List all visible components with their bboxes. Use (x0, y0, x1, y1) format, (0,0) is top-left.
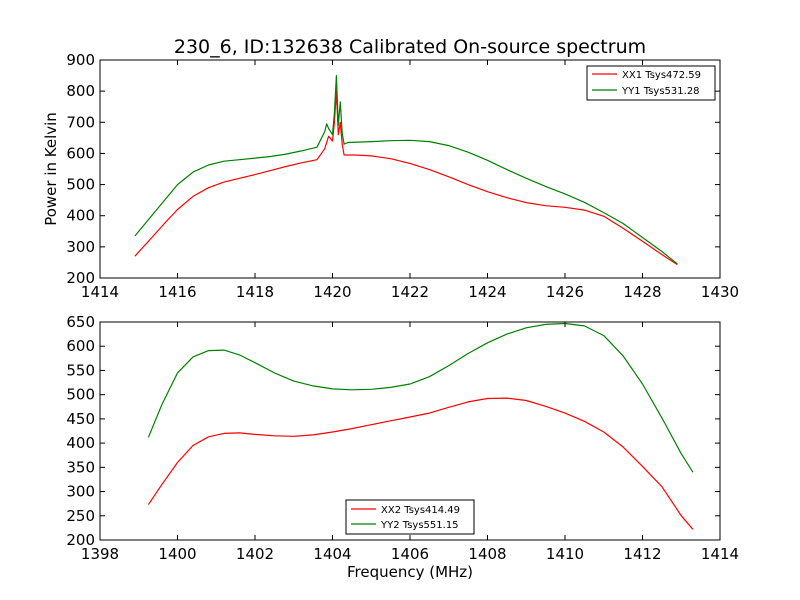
top-tick-labels: 1414 1416 1418 1420 1422 1424 1426 1428 1430 200 3… (66, 51, 739, 301)
x-axis-label: Frequency (MHz) (347, 563, 473, 581)
x-tick-label: 1426 (546, 283, 584, 301)
bottom-tick-labels: 1398 1400 1402 1404 1406 1408 1410 1412 1414 200 2… (66, 313, 739, 563)
figure-title: 230_6, ID:132638 Calibrated On-source sp… (174, 36, 646, 58)
series-line-yy1 (134, 74, 678, 265)
y-tick-label: 300 (66, 483, 95, 501)
y-tick-label: 200 (66, 531, 95, 549)
y-tick-label: 200 (66, 269, 95, 287)
top-legend-label-yy1: YY1 Tsys531.28 (621, 86, 700, 97)
y-tick-label: 800 (66, 82, 95, 100)
y-axis-label: Power in Kelvin (42, 112, 60, 226)
y-tick-label: 650 (66, 313, 95, 331)
x-tick-label: 1424 (468, 283, 506, 301)
x-tick-label: 1412 (623, 545, 661, 563)
y-tick-label: 600 (66, 337, 95, 355)
y-tick-label: 600 (66, 144, 95, 162)
y-tick-label: 300 (66, 238, 95, 256)
x-tick-label: 1398 (81, 545, 119, 563)
x-tick-label: 1420 (313, 283, 351, 301)
y-tick-label: 500 (66, 176, 95, 194)
x-tick-label: 1414 (701, 545, 739, 563)
top-legend: XX1 Tsys472.59 YY1 Tsys531.28 (586, 65, 716, 101)
x-tick-label: 1402 (236, 545, 274, 563)
bottom-legend-box (345, 499, 475, 535)
x-tick-label: 1416 (158, 283, 196, 301)
y-tick-label: 400 (66, 434, 95, 452)
x-tick-label: 1404 (313, 545, 351, 563)
top-legend-label-xx1: XX1 Tsys472.59 (622, 70, 701, 81)
y-tick-label: 250 (66, 507, 95, 525)
x-tick-label: 1418 (236, 283, 274, 301)
x-tick-label: 1428 (623, 283, 661, 301)
y-tick-label: 450 (66, 410, 95, 428)
x-tick-label: 1422 (391, 283, 429, 301)
bottom-legend-label-xx2: XX2 Tsys414.49 (381, 505, 460, 516)
top-legend-box (586, 65, 716, 101)
y-tick-label: 350 (66, 458, 95, 476)
y-tick-label: 400 (66, 207, 95, 225)
y-tick-label: 900 (66, 51, 95, 69)
top-spectrum-panel: 1414 1416 1418 1420 1422 1424 1426 1428 1430 200 3… (66, 51, 739, 301)
x-tick-label: 1408 (468, 545, 506, 563)
bottom-legend-label-yy2: YY2 Tsys551.15 (380, 520, 459, 531)
bottom-spectrum-panel: 1398 1400 1402 1404 1406 1408 1410 1412 1414 200 2… (66, 313, 739, 563)
series-line-xx2 (147, 397, 694, 530)
series-line-yy2 (147, 322, 694, 473)
bottom-series-lines (147, 322, 694, 530)
x-tick-label: 1430 (701, 283, 739, 301)
bottom-tick-marks (99, 321, 721, 541)
top-tick-marks (99, 59, 721, 279)
series-line-xx1 (134, 90, 678, 266)
x-tick-label: 1414 (81, 283, 119, 301)
y-tick-label: 550 (66, 361, 95, 379)
y-tick-label: 700 (66, 113, 95, 131)
bottom-legend: XX2 Tsys414.49 YY2 Tsys551.15 (345, 499, 475, 535)
x-tick-label: 1410 (546, 545, 584, 563)
x-tick-label: 1406 (391, 545, 429, 563)
x-tick-label: 1400 (158, 545, 196, 563)
y-tick-label: 500 (66, 386, 95, 404)
top-series-lines (134, 74, 678, 266)
